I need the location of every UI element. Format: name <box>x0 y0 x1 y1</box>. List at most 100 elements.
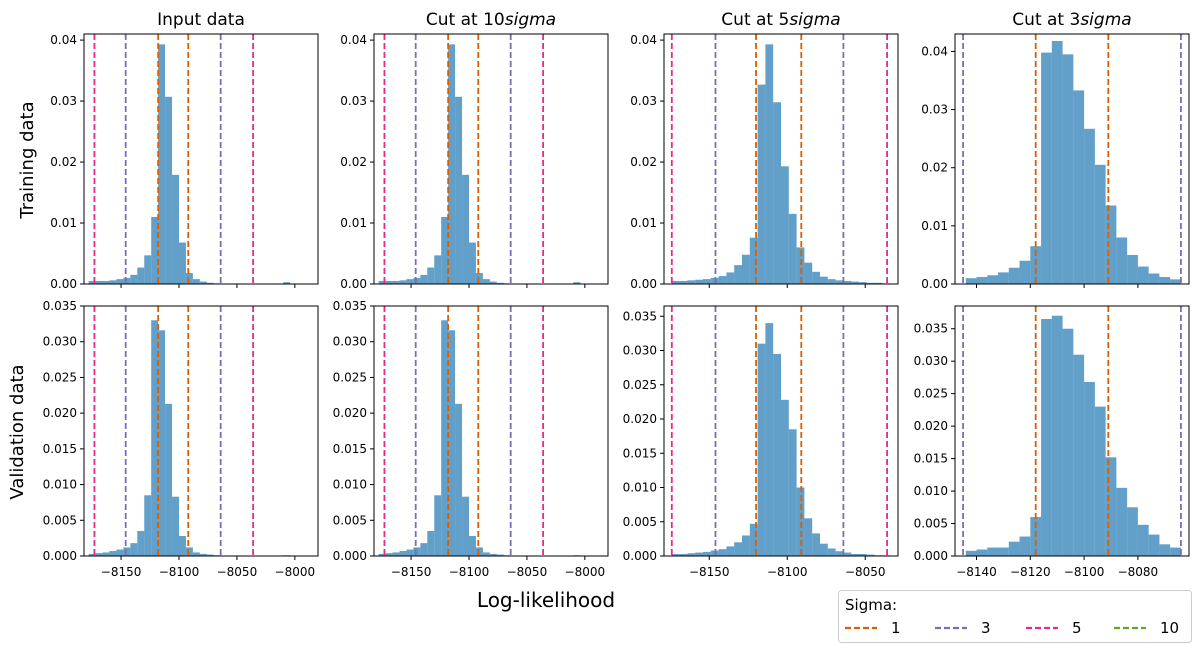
panel-1: 0.00 0.01 0.02 0.03 0.04 Input data <box>50 10 319 291</box>
legend-label-sigma-5: 5 <box>1072 619 1082 637</box>
y-tick-label: 0.01 <box>50 216 77 230</box>
histogram-bar <box>199 553 207 556</box>
histogram-bar <box>843 552 852 556</box>
x-tick-label: −8100 <box>449 565 490 579</box>
y-tick-label: 0.04 <box>921 44 948 58</box>
histogram-bar <box>1084 381 1095 556</box>
y-tick-label: 0.005 <box>914 517 948 531</box>
histogram-bar <box>385 280 393 284</box>
histogram-bar <box>206 282 214 284</box>
histogram-bar <box>455 96 463 284</box>
histogram-bar <box>1105 205 1117 284</box>
legend-title: Sigma: <box>845 596 897 614</box>
y-tick-label: 0.030 <box>43 335 77 349</box>
histogram-bar <box>843 280 852 284</box>
histogram-bar <box>1084 128 1095 284</box>
histogram-bar <box>144 255 152 284</box>
histogram-bar <box>788 429 797 556</box>
legend: Sigma: 1 3 5 10 <box>838 590 1192 643</box>
y-tick-label: 0.03 <box>630 94 657 108</box>
histogram-bar <box>158 330 166 556</box>
histogram-bar <box>671 280 680 284</box>
histogram-bars <box>88 44 291 285</box>
histogram-bar <box>185 273 193 284</box>
y-tick-label: 0.020 <box>914 419 948 433</box>
panel-title: Cut at 10sigma <box>426 10 556 30</box>
legend-label-sigma-10: 10 <box>1160 619 1179 637</box>
panel-6: 0.000 0.005 0.010 0.015 0.020 0.025 0.030 0.035… <box>333 299 609 579</box>
axes-frame <box>83 305 319 557</box>
histogram-bar <box>851 281 859 284</box>
histogram-bar <box>448 330 456 556</box>
histogram-bar <box>462 496 469 556</box>
histogram-bar <box>137 531 145 556</box>
histogram-bar <box>835 280 844 284</box>
histogram-bar <box>820 276 828 284</box>
histogram-bar <box>199 281 207 284</box>
y-tick-label: 0.035 <box>43 299 77 313</box>
histogram-bar <box>804 518 813 556</box>
histogram-bar <box>749 523 758 556</box>
legend-label-sigma-3: 3 <box>981 619 991 637</box>
histogram-bar <box>1030 246 1042 284</box>
x-tick-label: −8080 <box>1118 565 1159 579</box>
histogram-bar <box>757 84 766 284</box>
histogram-bars <box>378 44 581 285</box>
histogram-bar <box>695 279 703 284</box>
histogram-bar <box>812 271 820 284</box>
y-tick-label: 0.030 <box>333 335 367 349</box>
panel-8: 0.000 0.005 0.010 0.015 0.020 0.025 0.030 0.035… <box>914 305 1190 579</box>
x-tick-label: −8100 <box>159 565 200 579</box>
histogram-bar <box>116 279 124 284</box>
histogram-bar <box>172 496 179 556</box>
legend-entries: 1 3 5 10 <box>845 619 1179 637</box>
histogram-bar <box>1094 406 1106 556</box>
histogram-bar <box>827 279 836 284</box>
histogram-bar <box>158 44 166 285</box>
histogram-bar <box>192 279 200 284</box>
y-tick-label: 0.00 <box>340 277 367 291</box>
histogram-bar <box>726 546 735 556</box>
histogram-bar <box>765 323 774 556</box>
histogram-bar <box>1116 237 1128 284</box>
histogram-bar <box>987 547 999 556</box>
histogram-bar <box>742 535 750 556</box>
axes-frame <box>954 305 1190 557</box>
histogram-bar <box>1170 547 1181 556</box>
histogram-bar <box>1051 315 1063 556</box>
y-tick-label: 0.010 <box>914 484 948 498</box>
histogram-bar <box>998 272 1009 284</box>
histogram-bar <box>102 552 110 556</box>
histogram-bar <box>788 213 797 284</box>
histogram-bar <box>434 495 442 556</box>
x-tick-label: −8050 <box>845 565 886 579</box>
histogram-bar <box>859 553 867 556</box>
y-tick-label: 0.02 <box>340 155 367 169</box>
histogram-bar <box>1008 541 1020 556</box>
histogram-bar <box>123 547 131 556</box>
histogram-bar <box>1137 524 1149 556</box>
histogram-bar <box>976 277 988 284</box>
histogram-bar <box>392 552 400 556</box>
histogram-bar <box>866 282 875 284</box>
x-tick-label: −8120 <box>1010 565 1051 579</box>
y-tick-label: 0.005 <box>623 515 657 529</box>
histogram-bar <box>88 280 96 284</box>
histogram-bar <box>781 166 789 284</box>
histogram-bar <box>1105 457 1117 556</box>
histogram-bar <box>392 280 400 284</box>
y-tick-label: 0.015 <box>914 452 948 466</box>
histogram-bar <box>192 552 200 556</box>
histogram-bars <box>965 315 1181 556</box>
histogram-bar <box>874 282 883 284</box>
histogram-bar <box>95 553 103 556</box>
histogram-bar <box>399 280 407 284</box>
histogram-bar <box>427 267 435 284</box>
row-label-training: Training data <box>17 101 38 219</box>
histogram-bar <box>496 282 504 284</box>
panel-title: Cut at 3sigma <box>1012 10 1131 30</box>
histogram-bar <box>679 553 688 556</box>
histogram-bar <box>703 279 711 284</box>
histogram-bar <box>441 320 449 556</box>
histogram-bar <box>109 551 117 556</box>
